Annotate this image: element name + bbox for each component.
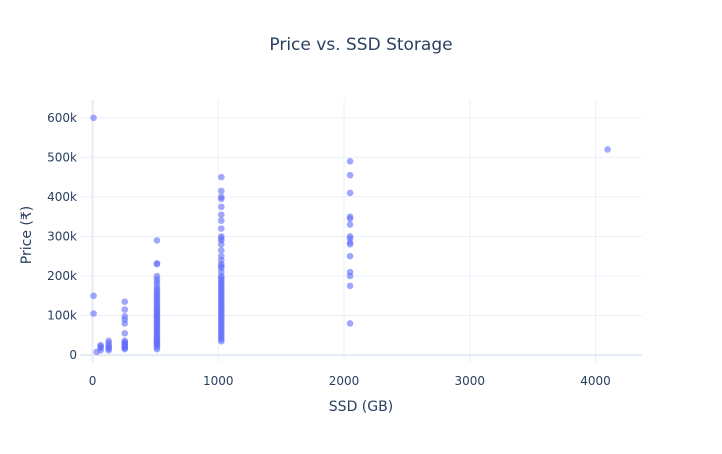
scatter-point bbox=[346, 213, 354, 220]
scatter-point bbox=[346, 252, 354, 260]
scatter-point bbox=[121, 306, 129, 313]
scatter-point bbox=[90, 292, 97, 300]
scatter-point bbox=[218, 173, 225, 181]
scatter-point bbox=[218, 246, 225, 254]
x-tick-label: 1000 bbox=[203, 374, 234, 388]
scatter-point bbox=[346, 189, 354, 197]
scatter-point bbox=[153, 260, 161, 267]
y-axis-label: Price (₹) bbox=[19, 206, 35, 264]
scatter-point bbox=[105, 337, 112, 345]
scatter-point bbox=[153, 272, 161, 280]
y-tick-label: 400k bbox=[47, 190, 77, 204]
scatter-point bbox=[121, 337, 129, 345]
scatter-point bbox=[218, 211, 225, 218]
scatter-point bbox=[218, 203, 225, 211]
y-tick-label: 600k bbox=[47, 111, 77, 125]
scatter-point bbox=[121, 313, 129, 320]
x-tick-label: 4000 bbox=[580, 374, 611, 388]
x-tick-label: 2000 bbox=[329, 374, 360, 388]
y-tick-label: 200k bbox=[47, 269, 77, 283]
scatter-point bbox=[218, 217, 225, 224]
x-tick-label: 3000 bbox=[454, 374, 485, 388]
scatter-point bbox=[97, 341, 104, 349]
scatter-point bbox=[153, 237, 161, 244]
scatter-point bbox=[218, 233, 225, 240]
grid bbox=[80, 100, 642, 363]
y-tick-label: 300k bbox=[47, 229, 77, 243]
scatter-point bbox=[90, 114, 97, 122]
x-tick-label: 0 bbox=[89, 374, 97, 388]
scatter-point bbox=[346, 233, 354, 240]
x-axis-label: SSD (GB) bbox=[329, 399, 393, 415]
chart-title: Price vs. SSD Storage bbox=[269, 35, 452, 55]
scatter-point bbox=[90, 310, 97, 317]
scatter-point bbox=[604, 146, 611, 153]
scatter-point bbox=[346, 171, 354, 179]
scatter-point bbox=[218, 252, 225, 260]
y-tick-label: 100k bbox=[47, 309, 77, 323]
scatter-point bbox=[346, 221, 354, 228]
scatter-point bbox=[121, 298, 129, 305]
y-tick-label: 500k bbox=[47, 150, 77, 164]
scatter-point bbox=[346, 268, 354, 276]
tick-labels: 0 1000 2000 3000 4000 0 100k 200k 300k 400k 500k 60… bbox=[47, 111, 611, 388]
y-tick-label: 0 bbox=[69, 348, 77, 362]
data-points bbox=[90, 114, 611, 356]
scatter-point bbox=[346, 158, 354, 165]
scatter-point bbox=[346, 320, 354, 327]
scatter-point bbox=[218, 225, 225, 232]
scatter-point bbox=[121, 330, 129, 337]
scatter-point bbox=[218, 193, 225, 201]
scatter-point bbox=[346, 282, 354, 290]
scatter-point bbox=[218, 187, 225, 195]
